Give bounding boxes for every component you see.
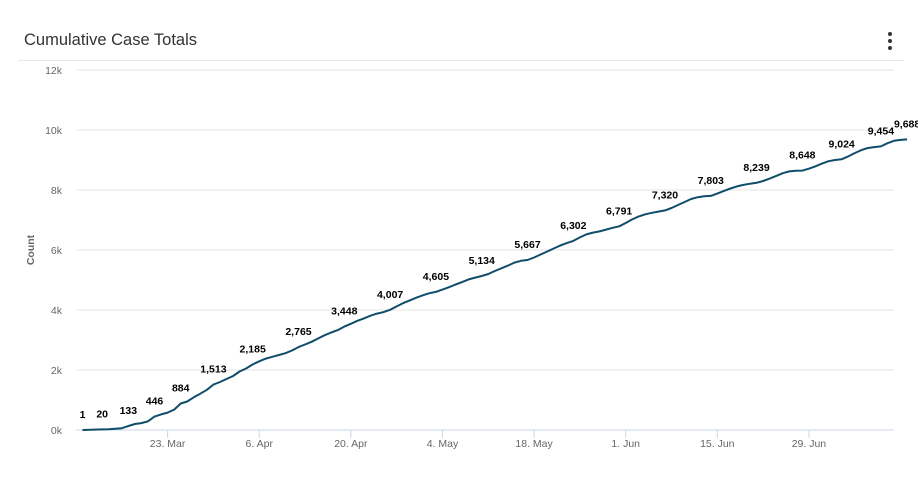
x-axis-ticks: 23. Mar 6. Apr 20. Apr 4. May 18. May 1. Jun 1… — [150, 430, 826, 450]
data-label: 1 — [80, 409, 86, 421]
data-label: 446 — [146, 396, 164, 408]
data-label: 2,185 — [240, 343, 266, 355]
y-tick-label: 12k — [45, 65, 63, 77]
x-tick-label: 4. May — [427, 438, 459, 450]
data-label: 9,454 — [868, 125, 894, 137]
data-label: 7,320 — [652, 189, 678, 201]
y-axis-title: Count — [25, 234, 37, 265]
y-tick-label: 2k — [51, 365, 63, 377]
y-tick-label: 0k — [51, 425, 63, 437]
grid-lines — [76, 69, 894, 431]
y-tick-label: 10k — [45, 125, 63, 137]
x-tick-label: 29. Jun — [792, 438, 827, 450]
x-tick-label: 18. May — [515, 438, 553, 450]
data-label: 3,448 — [331, 306, 357, 318]
data-label: 7,803 — [698, 175, 724, 187]
x-tick-label: 1. Jun — [611, 438, 640, 450]
data-label: 8,239 — [743, 162, 769, 174]
data-label: 8,648 — [789, 150, 815, 162]
chart-title: Cumulative Case Totals — [24, 31, 198, 49]
data-label: 133 — [120, 405, 138, 417]
series-line[interactable] — [82, 138, 908, 431]
data-label: 4,605 — [423, 271, 449, 283]
y-tick-label: 8k — [51, 185, 63, 197]
data-label: 1,513 — [200, 364, 226, 376]
data-label: 20 — [96, 408, 108, 420]
data-label: 2,765 — [285, 326, 311, 338]
data-label: 884 — [172, 382, 190, 394]
y-axis-ticks: 0k 2k 4k 6k 8k 10k 12k — [45, 65, 63, 437]
y-tick-label: 4k — [51, 305, 63, 317]
x-tick-label: 15. Jun — [700, 438, 735, 450]
header-divider — [18, 60, 904, 61]
kebab-menu-icon[interactable] — [880, 30, 900, 52]
x-tick-label: 23. Mar — [150, 438, 186, 450]
data-label: 6,791 — [606, 205, 632, 217]
data-label: 5,667 — [514, 239, 540, 251]
data-label: 6,302 — [560, 220, 586, 232]
data-labels: 1 20 133 446 884 1,513 2,185 2,765 3,448 4,007 4,6… — [80, 118, 918, 421]
data-label: 5,134 — [469, 255, 495, 267]
data-label: 4,007 — [377, 289, 403, 301]
data-label: 9,024 — [829, 138, 855, 150]
x-tick-label: 6. Apr — [246, 438, 274, 450]
x-tick-label: 20. Apr — [334, 438, 368, 450]
y-tick-label: 6k — [51, 245, 63, 257]
data-label: 9,688 — [894, 118, 918, 130]
series-group — [82, 138, 908, 431]
